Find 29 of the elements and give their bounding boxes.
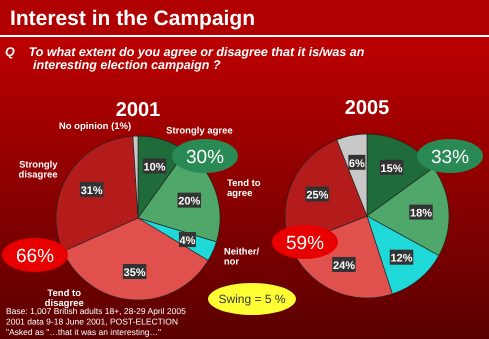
data-label: 15% <box>380 162 403 175</box>
data-label: 10% <box>144 161 166 174</box>
slice-label: Strongly agree <box>166 125 233 136</box>
text: 30% <box>186 147 224 168</box>
text: 33% <box>430 147 470 168</box>
data-label: 35% <box>124 267 146 280</box>
data-label: 24% <box>332 260 356 272</box>
data-label: 25% <box>306 190 329 202</box>
data-label: 20% <box>178 196 200 208</box>
text: Swing = 5 % <box>218 292 286 306</box>
slice-label: No opinion (1%) <box>58 121 132 132</box>
data-label: 18% <box>410 208 432 220</box>
text: "Asked as "…that it was an interesting…" <box>6 327 162 337</box>
data-label: 12% <box>390 252 413 265</box>
data-label: 31% <box>80 184 103 197</box>
text: 66% <box>16 246 54 267</box>
slice-label: Tend to agree <box>227 178 261 199</box>
slice-label: Neither/ nor <box>224 246 260 268</box>
chart-title: 2001 <box>116 99 160 121</box>
data-label: 6% <box>348 158 366 170</box>
slice-label: Strongly disagree <box>18 159 58 180</box>
text: 59% <box>286 233 324 254</box>
chart-title: 2005 <box>344 97 390 119</box>
text: Interest in the Campaign <box>10 7 256 30</box>
text: Q To what extent do you agree or disagree that it is/was an interesting election campaign ? <box>5 45 365 72</box>
text: Base: 1,007 British adults 18+, 28-29 April 2005 <box>6 306 186 316</box>
slice-label: Tend to disagree <box>44 288 84 309</box>
data-label: 4% <box>179 235 196 248</box>
text: 2001 data 9-18 June 2001, POST-ELECTION <box>6 316 178 326</box>
